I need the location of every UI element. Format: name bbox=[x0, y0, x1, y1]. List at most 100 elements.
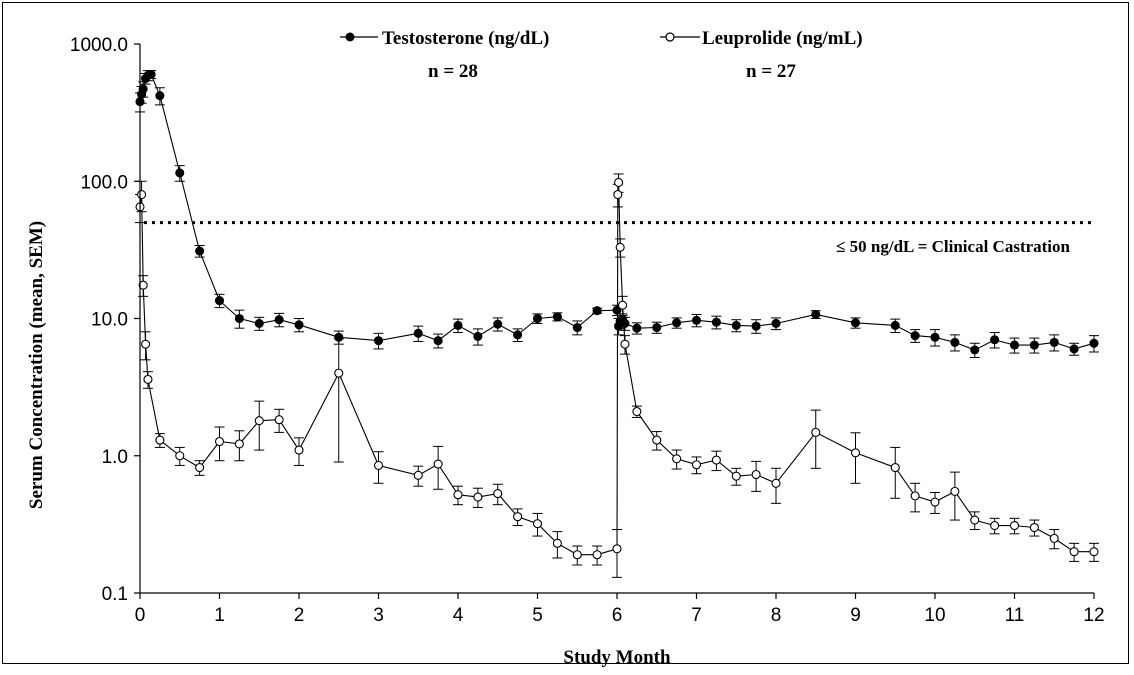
data-point-leuprolide bbox=[453, 490, 463, 500]
x-tick-label: 12 bbox=[1083, 605, 1104, 626]
data-point-testosterone bbox=[234, 313, 244, 324]
castration-annotation: ≤ 50 ng/dL = Clinical Castration bbox=[836, 237, 1070, 256]
data-point-leuprolide bbox=[137, 190, 147, 200]
data-point-testosterone bbox=[950, 337, 960, 347]
data-point-leuprolide bbox=[138, 280, 148, 290]
data-point-testosterone bbox=[672, 318, 682, 328]
x-tick-label: 7 bbox=[691, 605, 702, 626]
x-tick-label: 8 bbox=[771, 605, 782, 626]
data-point-testosterone bbox=[1089, 338, 1099, 348]
data-point-testosterone bbox=[214, 296, 225, 306]
data-point-leuprolide bbox=[334, 368, 344, 378]
y-tick-label: 100.0 bbox=[80, 172, 128, 193]
legend-label-leuprolide: Leuprolide (ng/mL) bbox=[702, 28, 863, 49]
data-point-testosterone bbox=[1069, 344, 1079, 354]
chart-frame bbox=[2, 2, 1129, 664]
y-axis-title: Serum Concentration (mean, SEM) bbox=[26, 221, 47, 509]
legend-marker-testosterone bbox=[345, 32, 355, 42]
data-point-leuprolide bbox=[141, 339, 151, 349]
data-point-testosterone bbox=[175, 168, 185, 178]
data-point-testosterone bbox=[254, 318, 264, 329]
data-point-testosterone bbox=[1009, 340, 1020, 350]
data-point-testosterone bbox=[572, 322, 582, 333]
data-point-leuprolide bbox=[1029, 522, 1039, 533]
data-point-leuprolide bbox=[473, 492, 483, 502]
data-point-testosterone bbox=[652, 322, 662, 333]
data-point-testosterone bbox=[155, 91, 165, 101]
data-point-testosterone bbox=[195, 246, 205, 256]
data-point-testosterone bbox=[751, 321, 761, 331]
data-point-leuprolide bbox=[294, 445, 304, 455]
data-point-leuprolide bbox=[751, 469, 761, 480]
data-point-leuprolide bbox=[614, 177, 624, 188]
data-point-testosterone bbox=[930, 332, 940, 342]
data-point-testosterone bbox=[910, 331, 920, 341]
y-tick-label: 0.1 bbox=[102, 584, 128, 605]
x-tick-label: 2 bbox=[294, 605, 305, 626]
data-point-leuprolide bbox=[930, 497, 940, 507]
y-tick-label: 10.0 bbox=[91, 310, 128, 331]
data-point-leuprolide bbox=[1069, 547, 1079, 557]
data-point-leuprolide bbox=[612, 544, 622, 554]
data-point-leuprolide bbox=[552, 538, 562, 548]
data-point-leuprolide bbox=[615, 242, 625, 252]
series-line-leuprolide bbox=[139, 182, 1094, 556]
data-point-testosterone bbox=[532, 313, 543, 324]
data-point-testosterone bbox=[1049, 337, 1059, 347]
x-tick-label: 3 bbox=[373, 605, 384, 626]
x-tick-label: 9 bbox=[850, 605, 861, 626]
series-group bbox=[135, 69, 1099, 578]
data-point-leuprolide bbox=[175, 451, 185, 461]
y-tick-label: 1000.0 bbox=[70, 35, 128, 56]
data-point-leuprolide bbox=[254, 416, 264, 426]
data-point-leuprolide bbox=[652, 435, 662, 445]
x-tick-label: 5 bbox=[532, 605, 543, 626]
data-point-leuprolide bbox=[155, 435, 165, 445]
data-point-leuprolide bbox=[620, 339, 630, 349]
data-point-leuprolide bbox=[532, 519, 543, 529]
data-point-testosterone bbox=[990, 335, 1000, 345]
data-point-leuprolide bbox=[970, 515, 980, 525]
legend-n-leuprolide: n = 27 bbox=[746, 61, 796, 82]
y-tick-label: 1.0 bbox=[102, 447, 128, 468]
data-point-testosterone bbox=[890, 320, 900, 330]
data-point-testosterone bbox=[138, 84, 148, 94]
data-point-testosterone bbox=[413, 328, 423, 338]
data-point-leuprolide bbox=[711, 455, 721, 465]
x-tick-label: 1 bbox=[214, 605, 225, 626]
x-tick-label: 0 bbox=[135, 605, 146, 626]
series-testosterone bbox=[135, 69, 1099, 358]
data-point-leuprolide bbox=[632, 406, 642, 417]
x-axis-title: Study Month bbox=[563, 647, 671, 668]
legend-marker-leuprolide bbox=[665, 32, 675, 42]
data-point-testosterone bbox=[850, 318, 861, 328]
data-point-testosterone bbox=[433, 336, 443, 346]
data-point-leuprolide bbox=[731, 471, 741, 481]
data-point-testosterone bbox=[373, 336, 384, 346]
data-point-leuprolide bbox=[950, 486, 960, 496]
data-point-leuprolide bbox=[1009, 521, 1020, 531]
data-point-testosterone bbox=[1029, 340, 1039, 350]
series-leuprolide bbox=[135, 173, 1099, 578]
data-point-leuprolide bbox=[990, 521, 1000, 531]
data-point-leuprolide bbox=[413, 470, 423, 480]
data-point-testosterone bbox=[731, 320, 741, 330]
data-point-testosterone bbox=[552, 312, 562, 322]
data-point-testosterone bbox=[771, 318, 781, 329]
data-point-testosterone bbox=[811, 309, 821, 320]
data-point-testosterone bbox=[691, 315, 702, 325]
data-point-leuprolide bbox=[274, 415, 284, 425]
data-point-testosterone bbox=[274, 315, 284, 325]
data-point-leuprolide bbox=[572, 550, 582, 560]
data-point-leuprolide bbox=[234, 439, 244, 449]
data-point-leuprolide bbox=[618, 300, 628, 310]
data-point-leuprolide bbox=[771, 478, 781, 488]
data-point-testosterone bbox=[711, 317, 721, 327]
data-point-testosterone bbox=[493, 319, 503, 329]
data-point-leuprolide bbox=[195, 463, 205, 473]
data-point-leuprolide bbox=[1049, 533, 1059, 543]
data-point-testosterone bbox=[473, 331, 483, 341]
data-point-testosterone bbox=[294, 320, 304, 330]
